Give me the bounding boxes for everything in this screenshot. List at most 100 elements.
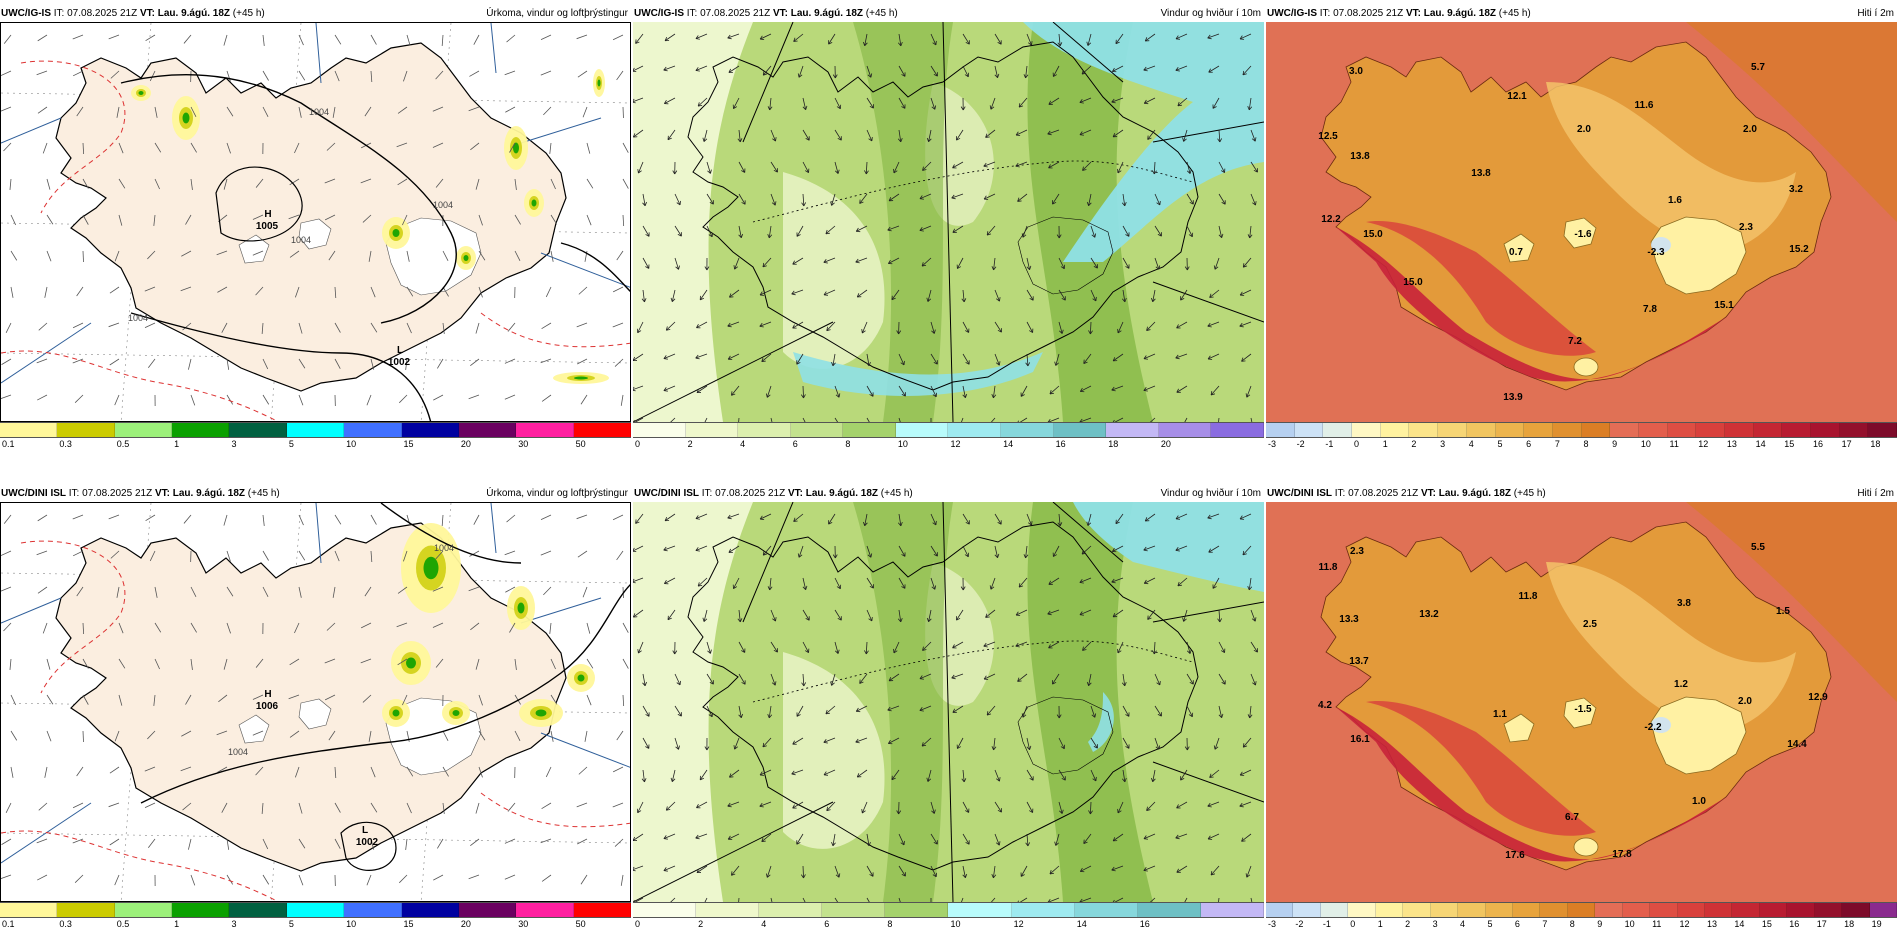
wind-arrow-head bbox=[801, 202, 805, 207]
wind-arrow-head bbox=[1147, 617, 1152, 620]
wind-arrow-head bbox=[855, 741, 860, 744]
wind-arrow-head bbox=[804, 650, 809, 653]
wind-arrow bbox=[727, 801, 740, 807]
colorbar-cell bbox=[516, 903, 574, 917]
wind-arrow bbox=[46, 694, 54, 705]
wind-arrow bbox=[442, 322, 445, 334]
region-lines bbox=[1, 23, 630, 384]
wind-arrow bbox=[38, 802, 48, 811]
wind-vectors bbox=[1, 34, 629, 407]
wind-arrow-head bbox=[1017, 900, 1019, 902]
wind-arrow-head bbox=[893, 170, 898, 174]
wind-arrow-head bbox=[985, 133, 988, 138]
wind-arrow bbox=[898, 33, 902, 46]
wind-arrow-head bbox=[1117, 330, 1122, 334]
colorbar-tick: 15 bbox=[1784, 439, 1795, 449]
wind-arrow bbox=[504, 874, 516, 880]
colorbar-tick: 5 bbox=[288, 919, 294, 929]
wind-arrow bbox=[514, 250, 521, 261]
wind-arrow bbox=[898, 545, 906, 557]
wind-arrow-head bbox=[932, 874, 937, 878]
wind-arrow-head bbox=[697, 582, 700, 587]
colorbar-tick: 6 bbox=[1526, 439, 1532, 449]
colorbar-tick: 17 bbox=[1816, 919, 1827, 929]
wind-arrow-head bbox=[734, 746, 739, 750]
wind-arrow bbox=[766, 865, 772, 878]
wind-arrow-head bbox=[1254, 137, 1257, 142]
wind-arrow-head bbox=[963, 778, 967, 783]
wind-arrow-head bbox=[1086, 681, 1089, 686]
wind-arrow-head bbox=[998, 361, 1001, 366]
glacier-hofsjokull bbox=[1563, 217, 1597, 249]
wind-arrow bbox=[727, 33, 740, 39]
wind-arrow-head bbox=[1242, 263, 1245, 268]
wind-arrow bbox=[671, 769, 676, 782]
wind-arrow-head bbox=[637, 649, 639, 654]
wind-arrow-head bbox=[1208, 68, 1211, 73]
wind-arrow-head bbox=[792, 260, 795, 265]
wind-arrow-head bbox=[893, 650, 898, 654]
wind-arrow bbox=[298, 874, 304, 886]
wind-arrow-head bbox=[671, 778, 676, 782]
wind-arrow bbox=[37, 106, 48, 114]
wind-arrow-head bbox=[898, 330, 902, 335]
wind-arrow-head bbox=[1177, 584, 1182, 587]
wind-arrow-head bbox=[666, 809, 671, 811]
wind-arrow bbox=[663, 385, 676, 391]
wind-arrow-head bbox=[927, 298, 932, 302]
wind-arrow bbox=[216, 730, 228, 736]
wind-arrow-head bbox=[1182, 617, 1184, 622]
wind-arrow bbox=[362, 214, 372, 223]
wind-arrow bbox=[42, 622, 48, 634]
wind-arrow bbox=[1122, 673, 1126, 686]
wind-arrow bbox=[866, 833, 870, 846]
wind-arrow bbox=[223, 178, 228, 190]
wind-arrow bbox=[962, 769, 965, 782]
wind-arrow-head bbox=[702, 617, 705, 622]
wind-arrow-head bbox=[1057, 42, 1061, 47]
wind-arrow-head bbox=[1248, 586, 1253, 591]
colorbar-cell bbox=[1677, 903, 1705, 917]
wind-arrow-head bbox=[864, 170, 867, 175]
wind-arrow bbox=[993, 737, 996, 750]
wind-arrow bbox=[216, 250, 228, 256]
wind-arrow-head bbox=[798, 74, 803, 78]
colorbar-cell bbox=[1842, 903, 1870, 917]
isobar-label: 1004 bbox=[128, 313, 148, 323]
wind-arrow bbox=[370, 514, 377, 525]
wind-arrow bbox=[506, 34, 516, 43]
wind-arrow bbox=[406, 34, 411, 46]
wind-arrow-head bbox=[1059, 522, 1063, 527]
wind-arrow-head bbox=[951, 194, 955, 199]
wind-arrow bbox=[792, 257, 804, 265]
wind-arrow-head bbox=[1015, 611, 1019, 616]
wind-arrow bbox=[828, 513, 836, 525]
wind-arrow-head bbox=[1115, 41, 1120, 45]
wind-arrow-head bbox=[802, 106, 806, 110]
colorbar-cell bbox=[1438, 423, 1467, 437]
colorbar-tick: -1 bbox=[1325, 439, 1334, 449]
wind-arrow-head bbox=[823, 741, 828, 744]
wind-arrow bbox=[475, 322, 480, 334]
wind-arrow bbox=[928, 609, 932, 622]
colorbar-cell bbox=[573, 423, 631, 437]
wind-arrow-head bbox=[1186, 650, 1191, 654]
wind-arrow-head bbox=[1079, 131, 1083, 135]
wind-arrow bbox=[226, 358, 230, 370]
wind-arrow-head bbox=[741, 650, 745, 653]
map-value-label: 2.5 bbox=[1583, 619, 1597, 630]
wind-arrow bbox=[1080, 385, 1092, 392]
wind-arrow bbox=[76, 766, 84, 777]
wind-arrow bbox=[1079, 417, 1092, 422]
wind-arrow-head bbox=[801, 682, 805, 687]
wind-arrow-head bbox=[771, 202, 776, 206]
wind-arrow-head bbox=[1175, 69, 1180, 72]
colorbar-cell bbox=[1294, 423, 1324, 437]
wind-arrow bbox=[36, 550, 48, 556]
wind-arrow-head bbox=[741, 170, 745, 173]
map-value-label: -1.6 bbox=[1574, 229, 1592, 240]
wind-arrow bbox=[990, 577, 996, 590]
wind-arrow-head bbox=[1086, 521, 1089, 526]
wind-arrow-head bbox=[832, 362, 836, 367]
colorbar-tick: 18 bbox=[1870, 439, 1881, 449]
